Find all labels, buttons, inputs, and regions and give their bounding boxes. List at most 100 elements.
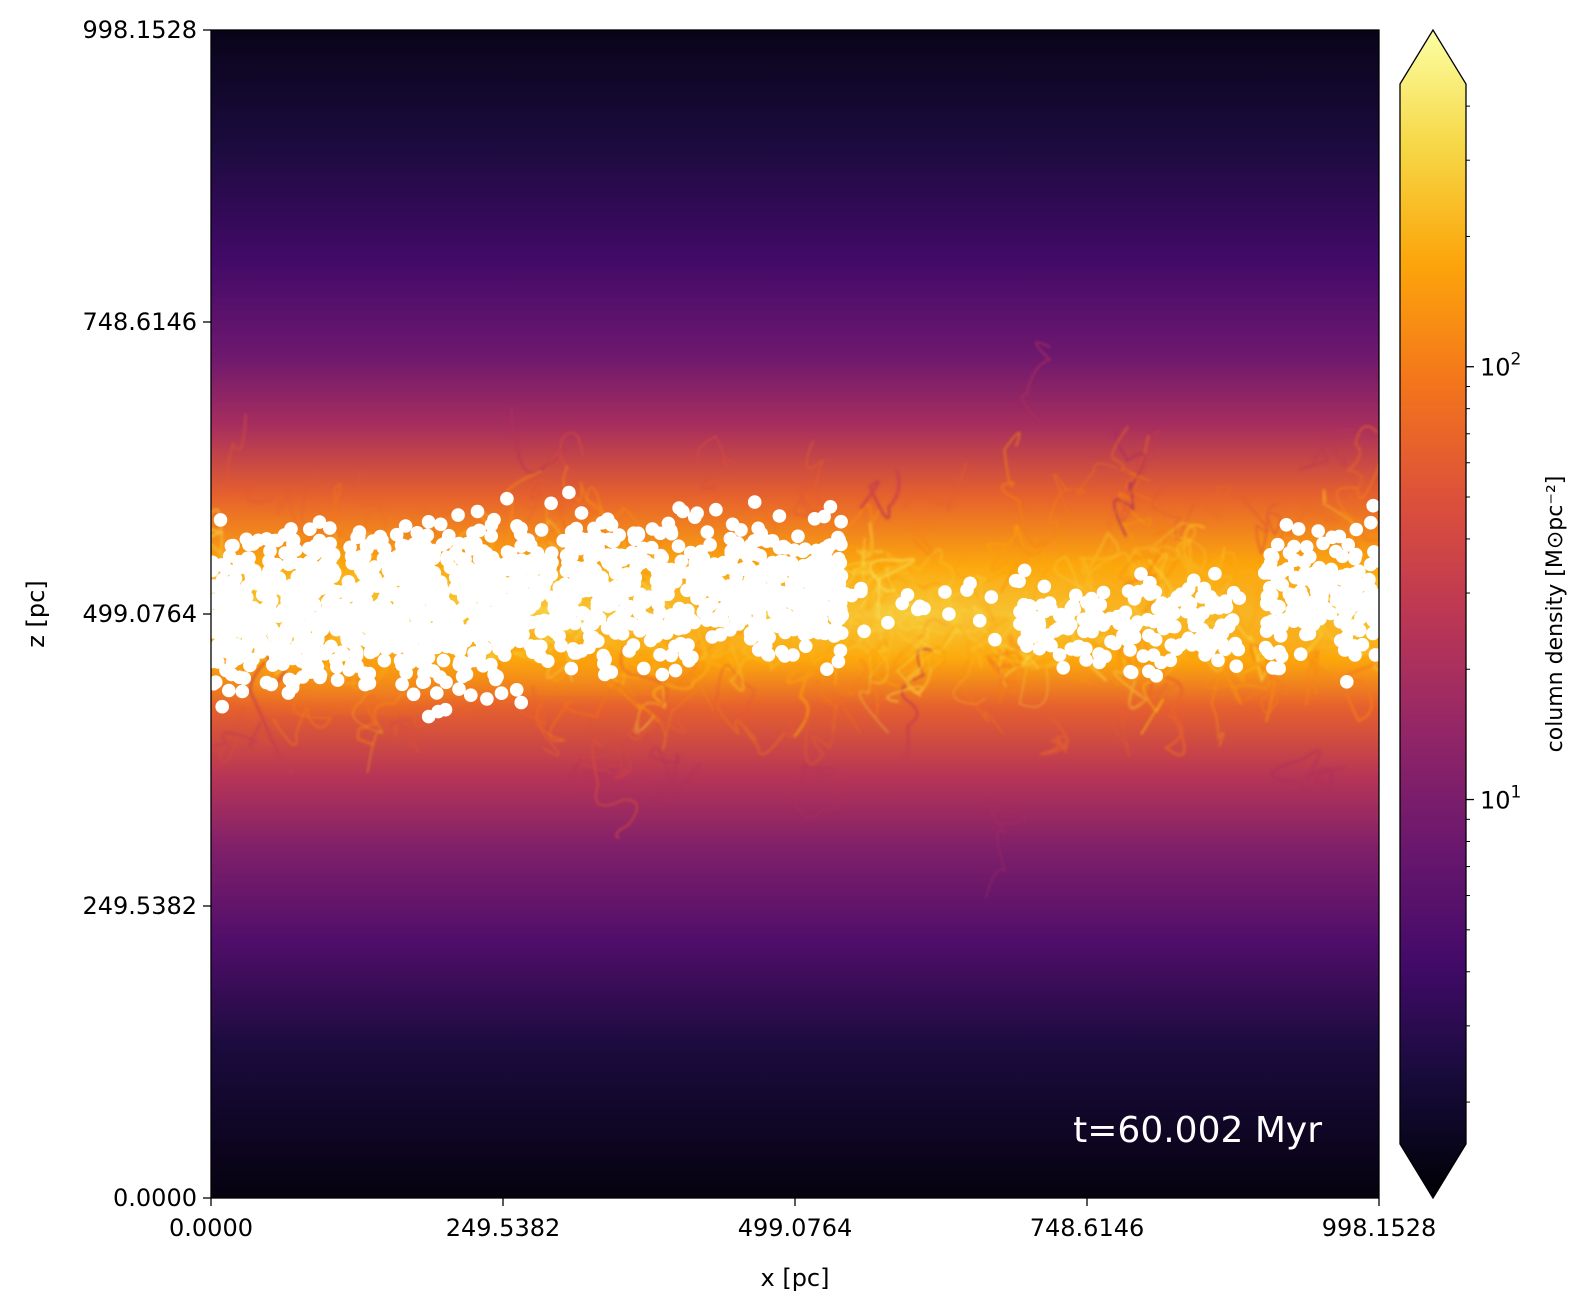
star-particle [389, 612, 404, 627]
star-particle [362, 571, 377, 586]
star-particle [778, 625, 792, 640]
star-particle [448, 570, 463, 585]
star-particle [367, 560, 382, 574]
star-particle [235, 684, 250, 699]
star-particle [313, 619, 327, 633]
star-particle [747, 574, 762, 589]
star-particle [271, 609, 286, 623]
star-particle [823, 500, 838, 514]
star-particle [211, 609, 218, 623]
star-particle [1340, 619, 1354, 634]
star-particle [762, 588, 776, 603]
star-particle [303, 522, 317, 536]
filament [1132, 521, 1197, 587]
star-particle [1287, 553, 1302, 567]
colorbar-tick-label: 102 [1480, 350, 1521, 382]
star-particle [616, 568, 630, 583]
star-particle-layer [211, 485, 1379, 724]
star-particle [562, 590, 577, 605]
star-particle [284, 605, 298, 620]
star-particle [661, 516, 676, 531]
filament [844, 544, 941, 590]
star-particle [274, 580, 289, 594]
star-particle [418, 640, 432, 655]
star-particle [835, 608, 849, 623]
star-particle [514, 695, 528, 710]
x-axis: 0.0000 249.5382 499.0764 748.6146 998.1528 [169, 1198, 1436, 1242]
y-tick-label: 748.6146 [82, 308, 197, 336]
star-particle [762, 630, 776, 645]
star-particle [1325, 566, 1339, 581]
star-particle [362, 676, 377, 690]
star-particle [1013, 617, 1027, 631]
star-particle [458, 552, 472, 566]
star-particle [506, 626, 520, 641]
star-particle [1231, 642, 1246, 657]
star-particle [450, 615, 464, 630]
star-particle [253, 625, 268, 640]
star-particle [1069, 588, 1083, 603]
star-particle [574, 506, 589, 520]
star-particle [327, 565, 342, 580]
star-particle [409, 570, 423, 585]
star-particle [211, 648, 224, 662]
filament [1107, 425, 1140, 528]
y-tick-label: 0.0000 [113, 1184, 197, 1212]
star-particle [657, 580, 671, 595]
star-particle [1295, 573, 1309, 587]
star-particle [219, 595, 234, 610]
filament [904, 462, 968, 512]
star-particle [1077, 624, 1091, 638]
star-particle [1257, 566, 1272, 580]
filament [793, 478, 826, 517]
star-particle [1052, 648, 1067, 662]
star-particle [597, 656, 611, 671]
star-particle [475, 561, 490, 576]
filament [530, 431, 585, 500]
filament [846, 658, 878, 696]
star-particle [537, 613, 552, 628]
filament [793, 763, 844, 819]
star-particle [789, 613, 803, 628]
star-particle [490, 669, 504, 684]
filament [319, 659, 392, 691]
star-particle [626, 638, 641, 652]
star-particle [1347, 639, 1361, 653]
star-particle [1324, 576, 1338, 591]
filament [1048, 473, 1090, 561]
star-particle [583, 550, 597, 564]
star-particle [484, 529, 499, 543]
filament [1111, 418, 1146, 537]
star-particle [700, 581, 714, 595]
y-tick-label: 998.1528 [82, 16, 197, 44]
filament [986, 656, 1018, 695]
star-particle [680, 607, 695, 621]
star-particle [801, 568, 816, 582]
star-particle [399, 666, 414, 680]
star-particle [1142, 664, 1156, 679]
star-particle [598, 667, 612, 682]
star-particle [274, 647, 288, 661]
star-particle [569, 521, 583, 536]
star-particle [599, 551, 613, 566]
star-particle [558, 604, 572, 618]
star-particle [589, 568, 604, 583]
star-particle [1116, 613, 1131, 628]
filament [1241, 497, 1282, 556]
star-particle [1038, 604, 1052, 619]
star-particle [281, 686, 296, 700]
star-particle [1366, 626, 1379, 641]
star-particle [604, 582, 619, 596]
star-particle [1367, 594, 1379, 608]
star-particle [224, 667, 239, 682]
star-particle [509, 565, 523, 579]
star-particle [266, 658, 280, 672]
star-particle [222, 683, 236, 698]
star-particle [637, 661, 651, 676]
star-particle [660, 562, 675, 577]
star-particle [1123, 643, 1137, 657]
star-particle [215, 699, 229, 714]
star-particle [644, 540, 659, 555]
star-particle [479, 546, 494, 561]
star-particle [1272, 644, 1287, 659]
